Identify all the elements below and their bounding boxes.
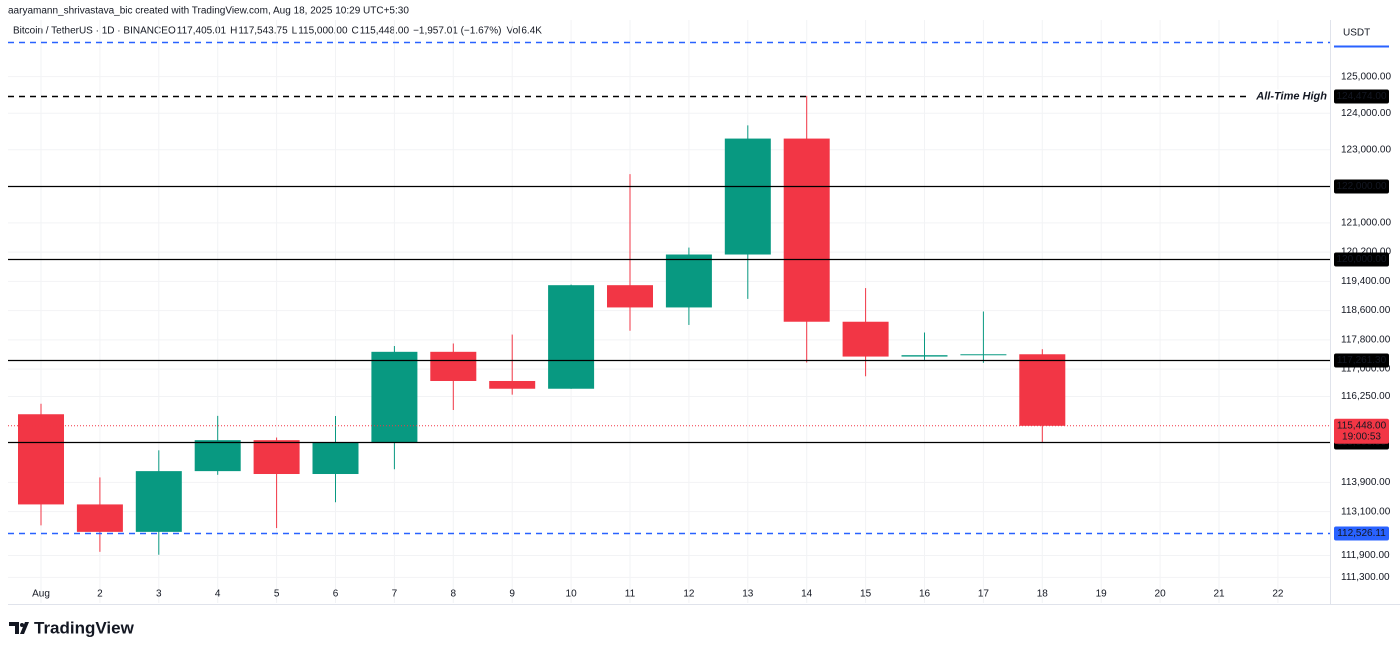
- candle-body: [430, 351, 477, 381]
- x-tick-label: 13: [742, 589, 754, 600]
- candle-body: [135, 471, 182, 532]
- price-badge-label: 120,000.00: [1336, 254, 1386, 265]
- candle-body: [76, 504, 123, 532]
- x-tick-label: 19: [1096, 589, 1108, 600]
- candle-body: [901, 355, 948, 357]
- legend-text: 115,448.00: [360, 26, 410, 37]
- price-badge-label: 124,474.00: [1336, 91, 1386, 102]
- x-tick-label: 14: [801, 589, 813, 600]
- x-tick-label: 5: [274, 589, 280, 600]
- legend-text: H: [230, 26, 237, 37]
- legend-text: 117,543.75: [238, 26, 288, 37]
- y-tick-label: 117,800.00: [1341, 334, 1391, 345]
- price-badge: [1334, 179, 1389, 194]
- x-tick-label: Aug: [32, 589, 50, 600]
- price-badge: [1334, 89, 1389, 104]
- x-tick-label: 17: [978, 589, 990, 600]
- brand-logo: [9, 622, 29, 634]
- x-tick-label: 4: [215, 589, 221, 600]
- annotation-bg: [1250, 89, 1330, 104]
- x-tick-label: 9: [509, 589, 515, 600]
- y-tick-label: 121,000.00: [1341, 218, 1391, 229]
- candle-body: [1019, 354, 1066, 426]
- candle-body: [842, 321, 889, 357]
- candle-body: [489, 380, 536, 389]
- candle-body: [960, 354, 1007, 356]
- attribution: aaryamann_shrivastava_bic created with T…: [8, 6, 409, 17]
- candle-body: [253, 440, 300, 475]
- price-badge: [1334, 353, 1389, 368]
- currency: USDT: [1343, 28, 1370, 39]
- y-tick-label: 119,400.00: [1341, 276, 1391, 287]
- legend-text: O: [168, 26, 176, 37]
- brand: TradingView: [34, 618, 135, 637]
- price-badge-label: 112,526.11: [1337, 528, 1386, 539]
- x-tick-label: 16: [919, 589, 931, 600]
- price-badge-label: 117,261.30: [1337, 355, 1387, 366]
- candle-body: [371, 351, 418, 443]
- x-tick-label: 10: [566, 589, 578, 600]
- x-tick-label: 7: [392, 589, 398, 600]
- x-tick-label: 20: [1155, 589, 1167, 600]
- y-tick-label: 117,000.00: [1341, 364, 1391, 375]
- x-tick-label: 21: [1213, 589, 1225, 600]
- price-badge: [1334, 526, 1389, 541]
- candle-body: [312, 442, 359, 475]
- legend-text: Vol: [506, 26, 520, 37]
- y-tick-label: 118,600.00: [1341, 305, 1391, 316]
- y-tick-label: 113,900.00: [1341, 477, 1391, 488]
- legend-text: −1,957.01 (−1.67%): [413, 26, 501, 37]
- legend-text: C: [352, 26, 359, 37]
- y-tick-label: 125,000.00: [1341, 71, 1391, 82]
- price-badge-label: 122,000.00: [1336, 181, 1386, 192]
- y-tick-label: 120,200.00: [1341, 247, 1391, 258]
- candle-body: [665, 254, 712, 308]
- x-tick-label: 11: [625, 589, 636, 600]
- y-tick-label: 116,250.00: [1341, 391, 1391, 402]
- legend-text: 115,000.00: [298, 26, 348, 37]
- x-tick-label: 12: [683, 589, 695, 600]
- candle-body: [194, 440, 241, 472]
- candle-body: [607, 285, 653, 308]
- countdown: 19:00:53: [1342, 431, 1381, 442]
- y-tick-label: 111,300.00: [1341, 572, 1390, 583]
- legend-text: 6.4K: [521, 26, 542, 37]
- y-tick-label: 113,100.00: [1341, 506, 1391, 517]
- x-tick-label: 6: [333, 589, 339, 600]
- x-tick-label: 8: [451, 589, 457, 600]
- x-tick-label: 22: [1272, 589, 1284, 600]
- legend-text: L: [292, 26, 298, 37]
- candle-body: [548, 285, 595, 389]
- y-tick-label: 124,000.00: [1341, 108, 1391, 119]
- candle-body: [724, 138, 771, 255]
- x-tick-label: 2: [97, 589, 103, 600]
- x-tick-label: 18: [1037, 589, 1049, 600]
- y-tick-label: 111,900.00: [1341, 550, 1390, 561]
- y-tick-label: 123,000.00: [1341, 144, 1391, 155]
- price-badge: [1334, 418, 1389, 444]
- price-badge-label: 115,448.00: [1337, 420, 1387, 431]
- level-annotation: All-Time High: [1255, 90, 1327, 102]
- candle-body: [18, 414, 64, 505]
- ohlc-legend: O 117,405.01 H 117,543.75 L 115,000.00 C 115,44…: [168, 26, 542, 37]
- x-tick-label: 15: [860, 589, 872, 600]
- legend-text: 117,405.01: [177, 26, 227, 37]
- x-tick-label: 3: [156, 589, 162, 600]
- price-badge: [1334, 252, 1389, 267]
- candle-body: [783, 138, 830, 322]
- symbol: Bitcoin / TetherUS · 1D · BINANCE: [13, 26, 168, 37]
